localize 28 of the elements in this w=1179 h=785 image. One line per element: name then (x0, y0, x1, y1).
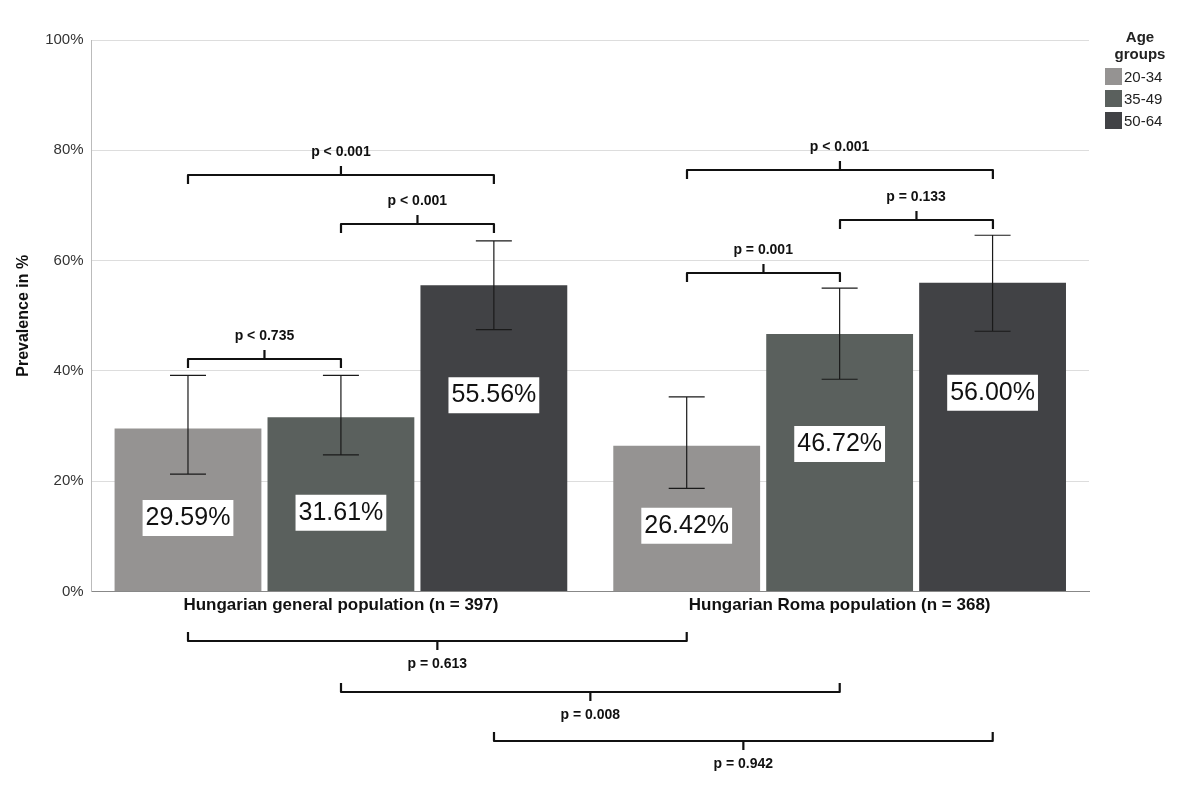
legend-title: Age groups (1113, 28, 1167, 62)
data-label: 31.61% (298, 496, 384, 525)
y-tick-label: 100% (45, 30, 84, 48)
data-label: 56.00% (950, 376, 1035, 405)
y-tick-label: 40% (53, 361, 84, 379)
data-label: 29.59% (145, 501, 231, 530)
legend-label: 20-34 (1124, 67, 1163, 85)
y-axis-title: Prevalence in % (14, 254, 32, 377)
annotation: p = 0.001 (733, 241, 793, 258)
annotation: p < 0.001 (387, 191, 448, 208)
data-label: 26.42% (644, 509, 730, 538)
y-tick-label: 20% (53, 471, 84, 489)
x-tick-label: Hungarian Roma population (n = 368) (688, 595, 991, 615)
text: p = 0.613 (407, 654, 468, 671)
legend-label: 50-64 (1124, 111, 1163, 129)
data-label: 46.72% (797, 427, 883, 456)
annotation: p < 0.001 (809, 137, 870, 154)
annotation: p < 0.735 (234, 327, 295, 344)
annotation: p < 0.001 (311, 143, 371, 160)
text: p = 0.008 (560, 705, 621, 722)
y-tick-label: 0% (61, 581, 84, 599)
y-tick-label: 60% (53, 250, 84, 268)
annotation: p = 0.133 (886, 187, 946, 204)
y-tick-label: 80% (53, 140, 84, 158)
legend-label: 35-49 (1124, 89, 1163, 107)
text: p = 0.942 (713, 754, 773, 771)
x-tick-label: Hungarian general population (n = 397) (183, 595, 499, 615)
data-label: 55.56% (451, 379, 537, 408)
